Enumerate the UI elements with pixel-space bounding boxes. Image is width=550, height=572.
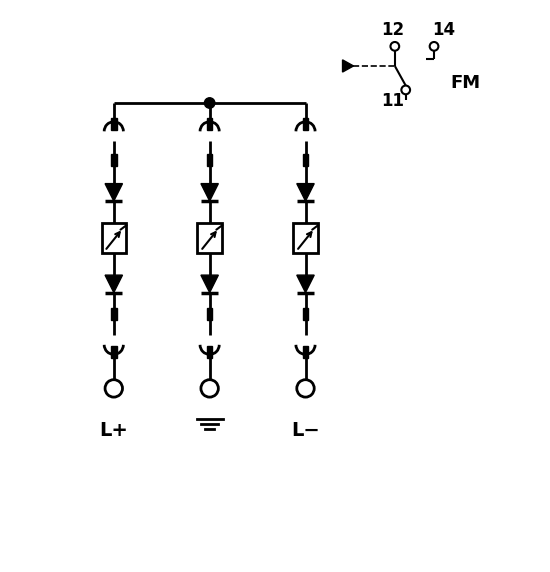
Text: L−: L− [291, 421, 320, 440]
Bar [111, 118, 117, 130]
Bar [207, 346, 212, 358]
Bar [102, 223, 126, 253]
Circle shape [402, 86, 410, 94]
Bar [111, 346, 117, 358]
Circle shape [201, 380, 218, 397]
Bar [111, 308, 117, 320]
Bar [302, 346, 309, 358]
Polygon shape [105, 184, 123, 201]
Bar [207, 153, 212, 166]
Circle shape [205, 98, 215, 108]
Circle shape [390, 42, 399, 51]
Text: L+: L+ [100, 421, 128, 440]
Polygon shape [297, 184, 314, 201]
Circle shape [297, 380, 314, 397]
Bar [293, 223, 318, 253]
Bar [207, 118, 212, 130]
Bar [207, 308, 212, 320]
Polygon shape [201, 275, 218, 292]
Text: FM: FM [450, 74, 481, 93]
Bar [302, 153, 309, 166]
Polygon shape [105, 275, 123, 292]
Text: 12: 12 [381, 21, 404, 38]
Text: 11: 11 [381, 92, 404, 110]
Polygon shape [297, 275, 314, 292]
Text: 14: 14 [432, 21, 455, 38]
Bar [197, 223, 222, 253]
Polygon shape [201, 184, 218, 201]
Bar [302, 118, 309, 130]
Bar [302, 308, 309, 320]
Polygon shape [343, 60, 354, 72]
Circle shape [105, 380, 123, 397]
Circle shape [430, 42, 438, 51]
Bar [111, 153, 117, 166]
